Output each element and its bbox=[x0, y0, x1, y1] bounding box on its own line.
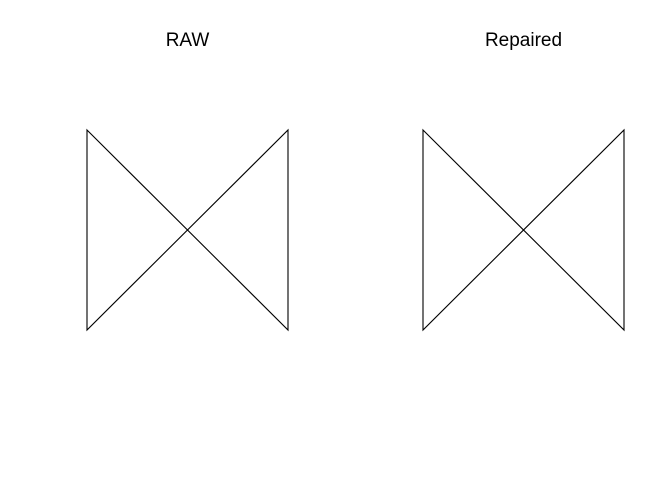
panel-raw-title: RAW bbox=[166, 30, 210, 51]
repaired-polygon-outline bbox=[422, 128, 625, 332]
panel-raw: RAW bbox=[86, 30, 289, 332]
panel-repaired: Repaired bbox=[422, 30, 625, 332]
panel-repaired-title: Repaired bbox=[485, 30, 562, 51]
raw-polygon-outline bbox=[86, 128, 289, 332]
